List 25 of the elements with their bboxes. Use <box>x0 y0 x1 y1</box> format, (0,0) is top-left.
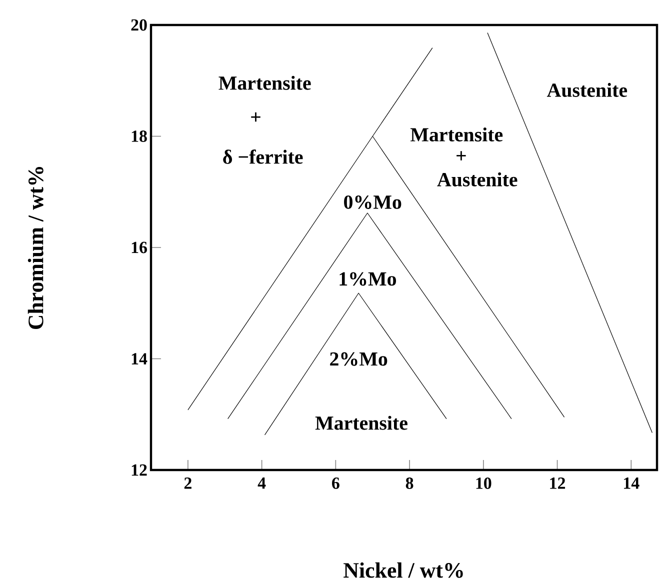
y-tick-label: 14 <box>132 353 148 364</box>
x-axis-title: Nickel / wt% <box>344 562 463 578</box>
x-tick-label: 14 <box>624 478 640 489</box>
series-label: 1%Mo <box>340 272 396 286</box>
annotation: δ −ferrite <box>223 150 303 164</box>
series-label: 2%Mo <box>330 352 388 366</box>
series-label: 0%Mo <box>344 195 402 209</box>
annotation: + <box>456 151 466 160</box>
x-tick-label: 12 <box>550 478 566 489</box>
y-axis-title: Chromium / wt% <box>28 166 44 330</box>
annotation: Martensite <box>315 416 408 430</box>
y-tick-label: 20 <box>131 19 147 31</box>
x-tick-label: 4 <box>258 478 266 489</box>
x-tick-label: 2 <box>184 478 192 489</box>
y-tick-label: 16 <box>132 242 147 254</box>
annotation: Martensite <box>410 127 503 142</box>
x-tick-label: 8 <box>406 478 414 489</box>
y-tick-label: 12 <box>132 464 147 476</box>
annotation: Martensite <box>218 76 311 90</box>
annotation: + <box>251 112 260 122</box>
x-tick-label: 6 <box>332 478 340 489</box>
x-tick-label: 10 <box>476 478 492 489</box>
y-tick-label: 18 <box>132 130 147 142</box>
annotation: Austenite <box>437 172 518 186</box>
annotation: Austenite <box>546 82 628 98</box>
